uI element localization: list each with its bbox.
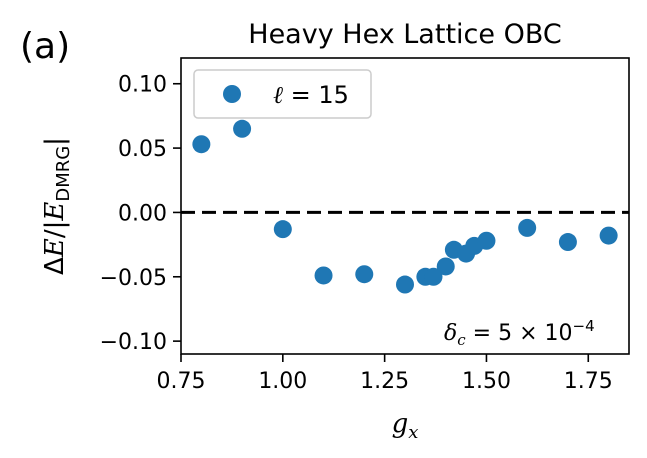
legend-frame [193,69,372,119]
y-tick-label: −0.10 [100,330,167,355]
data-point [192,135,211,154]
y-tick-label: −0.05 [100,266,167,291]
data-point [424,267,443,286]
panel-label: (a) [20,26,70,67]
x-tick-label: 1.50 [462,369,511,394]
x-tick-label: 0.75 [157,369,206,394]
data-point [233,119,252,138]
x-axis-label: gx [392,409,419,443]
y-tick-label: 0.10 [118,73,167,98]
data-point [314,266,333,285]
legend-label: ℓ = 15 [273,81,349,109]
x-axis-ticks: 0.75 1.00 1.25 1.50 1.75 [157,354,613,394]
scatter-points [192,119,618,294]
svg-text:ΔE/|EDMRG|: ΔE/|EDMRG| [40,137,74,275]
plot-frame [180,57,630,355]
data-point [518,218,537,237]
data-point [396,275,414,294]
delta-annotation: δc = 5 × 10−4 [444,317,595,349]
y-tick-label: 0.05 [118,137,167,162]
data-point [477,231,496,250]
data-point [436,257,455,276]
legend: ℓ = 15 [193,69,372,119]
data-point [599,226,618,245]
x-tick-label: 1.00 [258,369,307,394]
legend-marker [223,85,241,103]
chart-title: Heavy Hex Lattice OBC [248,19,561,50]
x-tick-label: 1.25 [360,369,409,394]
y-tick-label: 0.00 [118,201,167,226]
data-point [558,233,577,252]
data-point [273,220,292,239]
y-axis-label: ΔE/|EDMRG| [40,137,74,275]
x-tick-label: 1.75 [564,369,613,394]
y-axis-ticks: 0.10 0.05 0.00 −0.05 −0.10 [100,73,181,355]
data-point [355,265,374,284]
